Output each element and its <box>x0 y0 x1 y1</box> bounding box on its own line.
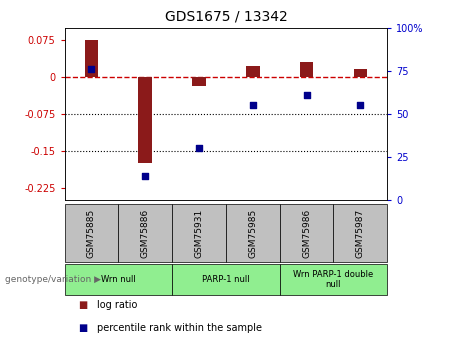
Text: ■: ■ <box>78 323 88 333</box>
Bar <box>354 69 367 77</box>
Text: Wrn null: Wrn null <box>101 275 136 284</box>
Text: genotype/variation ▶: genotype/variation ▶ <box>5 275 100 284</box>
Point <box>195 146 203 151</box>
Text: Wrn PARP-1 double
null: Wrn PARP-1 double null <box>293 270 373 289</box>
Text: GSM75986: GSM75986 <box>302 208 311 257</box>
Point <box>303 92 310 98</box>
Text: ■: ■ <box>78 300 88 310</box>
Text: percentile rank within the sample: percentile rank within the sample <box>97 323 262 333</box>
Bar <box>138 77 152 163</box>
Bar <box>300 62 313 77</box>
Text: PARP-1 null: PARP-1 null <box>202 275 250 284</box>
Point <box>357 102 364 108</box>
Text: GSM75985: GSM75985 <box>248 208 257 257</box>
Point <box>249 102 256 108</box>
Text: GSM75987: GSM75987 <box>356 208 365 257</box>
Title: GDS1675 / 13342: GDS1675 / 13342 <box>165 10 287 24</box>
Bar <box>246 66 260 77</box>
Text: GSM75886: GSM75886 <box>141 208 150 257</box>
Bar <box>192 77 206 86</box>
Point <box>142 173 149 179</box>
Text: GSM75885: GSM75885 <box>87 208 96 257</box>
Point <box>88 66 95 72</box>
Text: log ratio: log ratio <box>97 300 137 310</box>
Bar <box>85 40 98 77</box>
Text: GSM75931: GSM75931 <box>195 208 203 257</box>
